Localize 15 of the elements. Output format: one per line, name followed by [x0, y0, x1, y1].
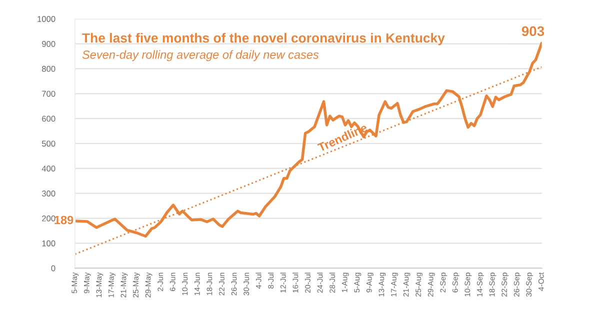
y-tick-label: 800	[42, 66, 56, 72]
y-tick-label: 0	[51, 265, 56, 272]
y-tick-label: 300	[42, 190, 56, 196]
y-tick-label: 200	[42, 215, 56, 222]
y-tick-label: 100	[42, 240, 56, 246]
y-tick-label: 1000	[38, 16, 56, 22]
text: Seven-day rolling average of daily new cases	[82, 50, 319, 62]
y-tick-label: 700	[42, 90, 56, 97]
y-tick-label: 900	[42, 40, 56, 47]
text: The last five months of the novel coronavirus in Kentucky	[82, 32, 445, 46]
y-tick-label: 400	[42, 166, 56, 172]
data-label: 903	[522, 26, 544, 36]
y-tick-label: 600	[42, 116, 56, 122]
data-label: 189	[54, 216, 74, 224]
y-tick-label: 500	[42, 140, 56, 147]
